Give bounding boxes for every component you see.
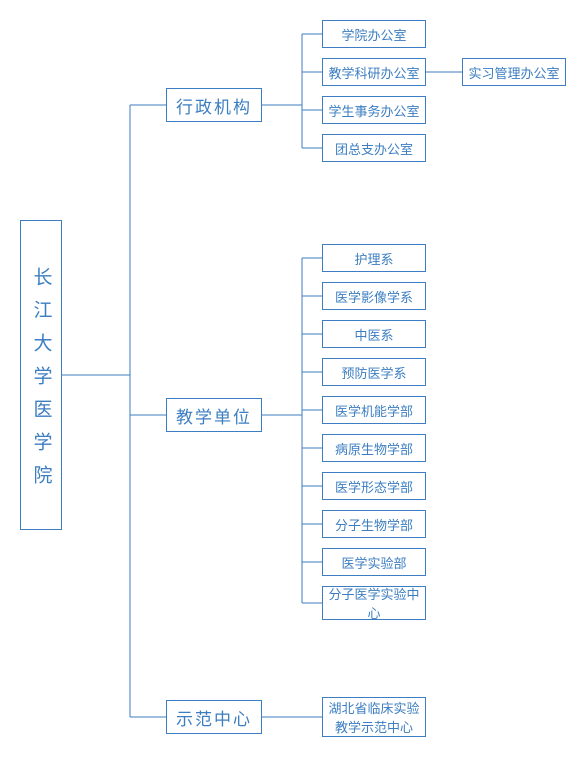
leaf-admin-1-child-label: 实习管理办公室 — [468, 63, 559, 82]
leaf-teaching-0-label: 护理系 — [354, 249, 393, 268]
leaf-admin-1-child: 实习管理办公室 — [462, 58, 566, 86]
leaf-admin-2-label: 学生事务办公室 — [328, 101, 419, 120]
leaf-admin-1-label: 教学科研办公室 — [328, 63, 419, 82]
leaf-teaching-4: 医学机能学部 — [322, 396, 426, 424]
category-admin: 行政机构 — [166, 88, 262, 122]
leaf-teaching-0: 护理系 — [322, 244, 426, 272]
leaf-teaching-9: 分子医学实验中心 — [322, 586, 426, 620]
leaf-teaching-3-label: 预防医学系 — [341, 363, 406, 382]
leaf-teaching-4-label: 医学机能学部 — [335, 401, 413, 420]
leaf-admin-1: 教学科研办公室 — [322, 58, 426, 86]
category-teaching-label: 教学单位 — [176, 403, 252, 428]
leaf-demo-0: 湖北省临床实验教学示范中心 — [322, 697, 426, 737]
leaf-demo-0-label: 湖北省临床实验教学示范中心 — [323, 698, 425, 736]
leaf-teaching-7-label: 分子生物学部 — [335, 515, 413, 534]
leaf-teaching-2: 中医系 — [322, 320, 426, 348]
leaf-teaching-5-label: 病原生物学部 — [335, 439, 413, 458]
leaf-teaching-6-label: 医学形态学部 — [335, 477, 413, 496]
category-demo-label: 示范中心 — [176, 705, 252, 730]
leaf-admin-3: 团总支办公室 — [322, 134, 426, 162]
leaf-teaching-7: 分子生物学部 — [322, 510, 426, 538]
leaf-teaching-1-label: 医学影像学系 — [335, 287, 413, 306]
leaf-teaching-2-label: 中医系 — [354, 325, 393, 344]
leaf-admin-0: 学院办公室 — [322, 20, 426, 48]
leaf-teaching-6: 医学形态学部 — [322, 472, 426, 500]
leaf-teaching-8-label: 医学实验部 — [341, 553, 406, 572]
leaf-teaching-8: 医学实验部 — [322, 548, 426, 576]
root-node-label: 长江大学医学院 — [28, 267, 55, 498]
category-demo: 示范中心 — [166, 700, 262, 734]
leaf-teaching-1: 医学影像学系 — [322, 282, 426, 310]
leaf-admin-0-label: 学院办公室 — [341, 25, 406, 44]
leaf-teaching-9-label: 分子医学实验中心 — [323, 584, 425, 622]
leaf-teaching-5: 病原生物学部 — [322, 434, 426, 462]
category-teaching: 教学单位 — [166, 398, 262, 432]
root-node: 长江大学医学院 — [20, 220, 62, 530]
leaf-admin-2: 学生事务办公室 — [322, 96, 426, 124]
leaf-admin-3-label: 团总支办公室 — [335, 139, 413, 158]
category-admin-label: 行政机构 — [176, 93, 252, 118]
leaf-teaching-3: 预防医学系 — [322, 358, 426, 386]
